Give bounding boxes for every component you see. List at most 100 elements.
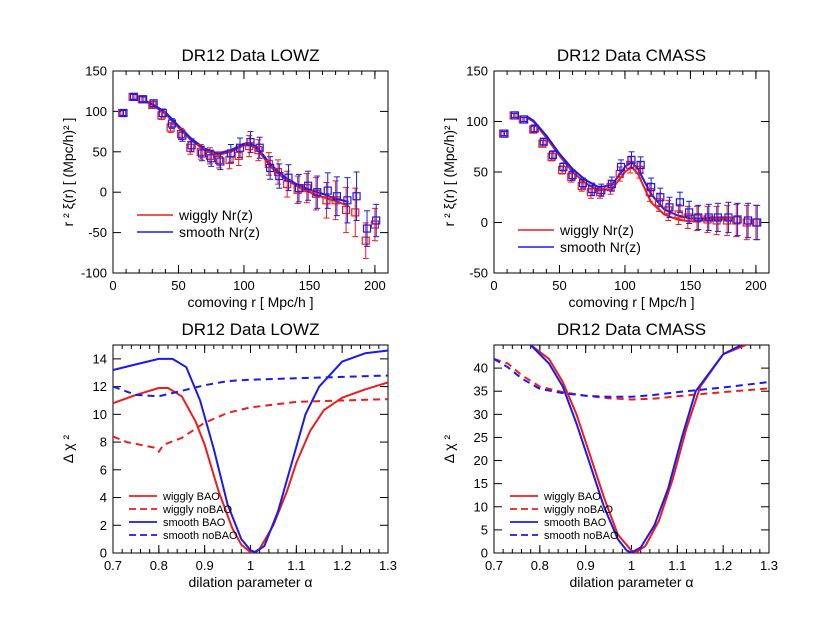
data-point [665, 203, 674, 212]
data-point [724, 213, 733, 222]
data-point [294, 184, 304, 193]
y-tick-label: 2 [100, 518, 107, 533]
data-point [254, 146, 263, 155]
data-point [205, 151, 215, 160]
y-tick-label: -100 [81, 266, 107, 281]
data-point [510, 111, 520, 120]
y-axis-label: r ² ξ(r) [ (Mpc/h)² ] [60, 118, 76, 227]
data-point [176, 129, 186, 139]
data-point [332, 192, 342, 201]
y-axis-label: r ² ξ(r) [ (Mpc/h)² ] [441, 118, 457, 227]
data-point [694, 213, 703, 222]
data-point [685, 208, 694, 217]
legend-label: wiggly Nr(z) [178, 207, 253, 223]
series-line-1 [145, 100, 349, 203]
series-line-1 [113, 398, 388, 453]
data-point [595, 188, 605, 197]
data-point [529, 125, 538, 134]
chart-panel-1: DR12 Data LOWZ 0 50 100 150 200 -100 -50 0 50 100 1… [60, 46, 389, 310]
data-point [139, 95, 148, 104]
x-tick-label: 50 [552, 278, 566, 293]
x-tick-label: 50 [171, 278, 185, 293]
data-point [548, 150, 558, 159]
data-point [743, 216, 753, 225]
x-tick-label: 200 [745, 278, 767, 293]
data-point [539, 137, 548, 146]
x-axis-label: dilation parameter α [569, 574, 693, 590]
x-tick-label: 1.2 [714, 558, 732, 573]
y-tick-label: 100 [85, 104, 107, 119]
y-axis-label: Δ χ ² [441, 434, 457, 463]
x-tick-label: 1.2 [333, 558, 351, 573]
data-point [597, 186, 606, 195]
y-tick-label: -50 [469, 266, 488, 281]
plot-frame [112, 70, 389, 274]
x-tick-label: 200 [364, 278, 386, 293]
y-tick-label: 0 [481, 215, 488, 230]
data-point [753, 218, 762, 227]
data-point [654, 198, 664, 207]
data-point [323, 186, 332, 195]
data-point [304, 181, 313, 190]
y-tick-label: 150 [85, 64, 107, 79]
legend-label: smooth noBAO [163, 530, 238, 542]
data-point [284, 173, 293, 182]
x-tick-label: 0 [109, 278, 116, 293]
x-tick-label: 0.7 [104, 558, 122, 573]
data-point [158, 108, 167, 118]
data-point [607, 180, 616, 189]
data-series-3 [119, 92, 381, 247]
y-tick-label: 6 [100, 462, 107, 477]
data-point [568, 170, 577, 180]
plot-area [113, 349, 388, 553]
data-point [351, 208, 360, 217]
data-point [675, 198, 685, 207]
data-point [157, 111, 166, 120]
data-point [148, 100, 157, 110]
data-point [275, 171, 284, 181]
legend: wiggly Nr(z)smooth Nr(z) [137, 207, 260, 240]
y-tick-label: 50 [474, 165, 488, 180]
legend-label: smooth Nr(z) [179, 224, 260, 240]
x-tick-label: 1.1 [668, 558, 686, 573]
data-point [704, 213, 713, 222]
data-point [732, 216, 741, 225]
data-point [362, 224, 372, 233]
chart-title: DR12 Data LOWZ [182, 46, 320, 65]
data-point [167, 119, 177, 128]
data-point [500, 129, 509, 138]
data-point [234, 151, 243, 160]
data-point [313, 188, 322, 197]
y-tick-label: 35 [474, 384, 488, 399]
series-line-3 [113, 374, 388, 398]
y-tick-label: 30 [474, 407, 488, 422]
data-point [216, 157, 225, 166]
y-tick-label: 12 [93, 379, 107, 394]
data-point [361, 236, 370, 245]
data-point [226, 149, 235, 158]
y-tick-label: 10 [93, 407, 107, 422]
x-tick-label: 0 [490, 278, 497, 293]
series-line-2 [113, 349, 388, 553]
y-axis-label: Δ χ ² [60, 434, 76, 463]
series-line-1 [494, 357, 769, 401]
data-point [530, 124, 539, 133]
series-line-3 [494, 358, 769, 398]
legend-label: wiggly BAO [543, 491, 601, 503]
y-tick-label: 20 [474, 453, 488, 468]
series-line-1 [526, 115, 730, 220]
chart-title: DR12 Data CMASS [557, 320, 706, 339]
data-point [197, 149, 207, 158]
y-tick-label: -50 [88, 225, 107, 240]
data-point [733, 215, 742, 224]
legend: wiggly Nr(z)smooth Nr(z) [518, 222, 641, 255]
data-point [196, 147, 205, 156]
y-tick-label: 150 [466, 64, 488, 79]
legend-label: smooth BAO [163, 517, 226, 529]
series-line-2 [529, 345, 742, 553]
legend-label: wiggly Nr(z) [559, 222, 634, 238]
data-point [214, 155, 224, 164]
data-point [713, 213, 723, 222]
x-tick-label: 0.9 [577, 558, 595, 573]
data-point [674, 210, 683, 219]
